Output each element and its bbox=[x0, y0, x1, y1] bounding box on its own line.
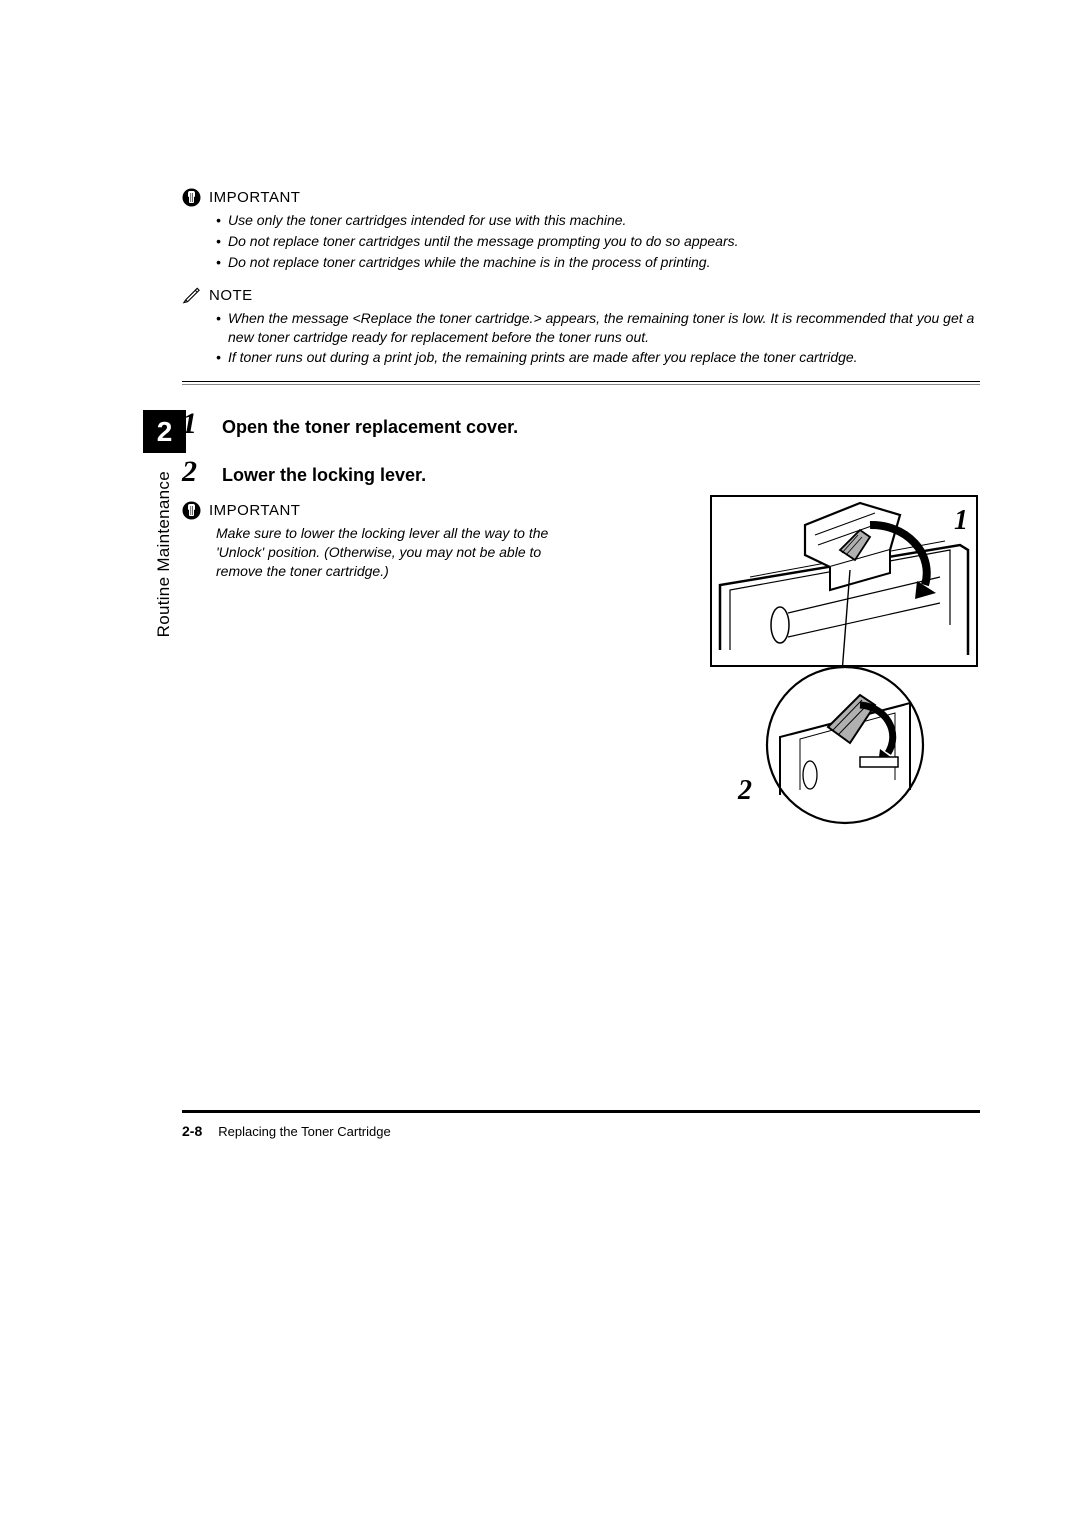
list-item: If toner runs out during a print job, th… bbox=[216, 348, 978, 367]
important-body: Make sure to lower the locking lever all… bbox=[216, 524, 566, 581]
page-content: IMPORTANT Use only the toner cartridges … bbox=[146, 188, 978, 825]
important-label: IMPORTANT bbox=[209, 189, 300, 206]
step-title: Lower the locking lever. bbox=[222, 465, 426, 486]
footer-rule bbox=[182, 1110, 980, 1113]
important-callout-1: IMPORTANT Use only the toner cartridges … bbox=[146, 188, 978, 272]
list-item: Do not replace toner cartridges while th… bbox=[216, 253, 978, 272]
list-item: Do not replace toner cartridges until th… bbox=[216, 232, 978, 251]
step-2-text: IMPORTANT Make sure to lower the locking… bbox=[182, 495, 690, 825]
step-2: 2 Lower the locking lever. bbox=[182, 455, 978, 489]
step-2-content: IMPORTANT Make sure to lower the locking… bbox=[182, 495, 978, 825]
important-callout-2: IMPORTANT Make sure to lower the locking… bbox=[182, 501, 690, 581]
footer-text: 2-8 Replacing the Toner Cartridge bbox=[182, 1123, 980, 1139]
list-item: When the message <Replace the toner cart… bbox=[216, 309, 978, 347]
page-footer: 2-8 Replacing the Toner Cartridge bbox=[146, 1110, 980, 1139]
important-icon bbox=[182, 188, 201, 207]
step-title: Open the toner replacement cover. bbox=[222, 417, 518, 438]
note-list: When the message <Replace the toner cart… bbox=[216, 309, 978, 368]
footer-title: Replacing the Toner Cartridge bbox=[218, 1124, 390, 1139]
divider bbox=[182, 381, 980, 385]
chapter-number: 2 bbox=[143, 410, 186, 453]
important-list-1: Use only the toner cartridges intended f… bbox=[216, 211, 978, 272]
note-label: NOTE bbox=[209, 287, 253, 304]
callout-header: IMPORTANT bbox=[182, 501, 690, 520]
note-icon bbox=[182, 286, 201, 305]
callout-header: IMPORTANT bbox=[182, 188, 978, 207]
list-item: Use only the toner cartridges intended f… bbox=[216, 211, 978, 230]
step-1: 1 Open the toner replacement cover. bbox=[182, 407, 978, 441]
diagram-callout-1: 1 bbox=[954, 505, 968, 537]
page-number: 2-8 bbox=[182, 1123, 202, 1139]
note-callout: NOTE When the message <Replace the toner… bbox=[146, 286, 978, 368]
chapter-title: Routine Maintenance bbox=[154, 471, 174, 637]
steps-section: 1 Open the toner replacement cover. 2 Lo… bbox=[182, 407, 978, 825]
important-label: IMPORTANT bbox=[209, 502, 300, 519]
callout-header: NOTE bbox=[182, 286, 978, 305]
diagram-callout-2: 2 bbox=[738, 775, 752, 807]
instruction-diagram: 1 2 bbox=[710, 495, 978, 825]
chapter-tab: 2 Routine Maintenance bbox=[143, 410, 186, 637]
